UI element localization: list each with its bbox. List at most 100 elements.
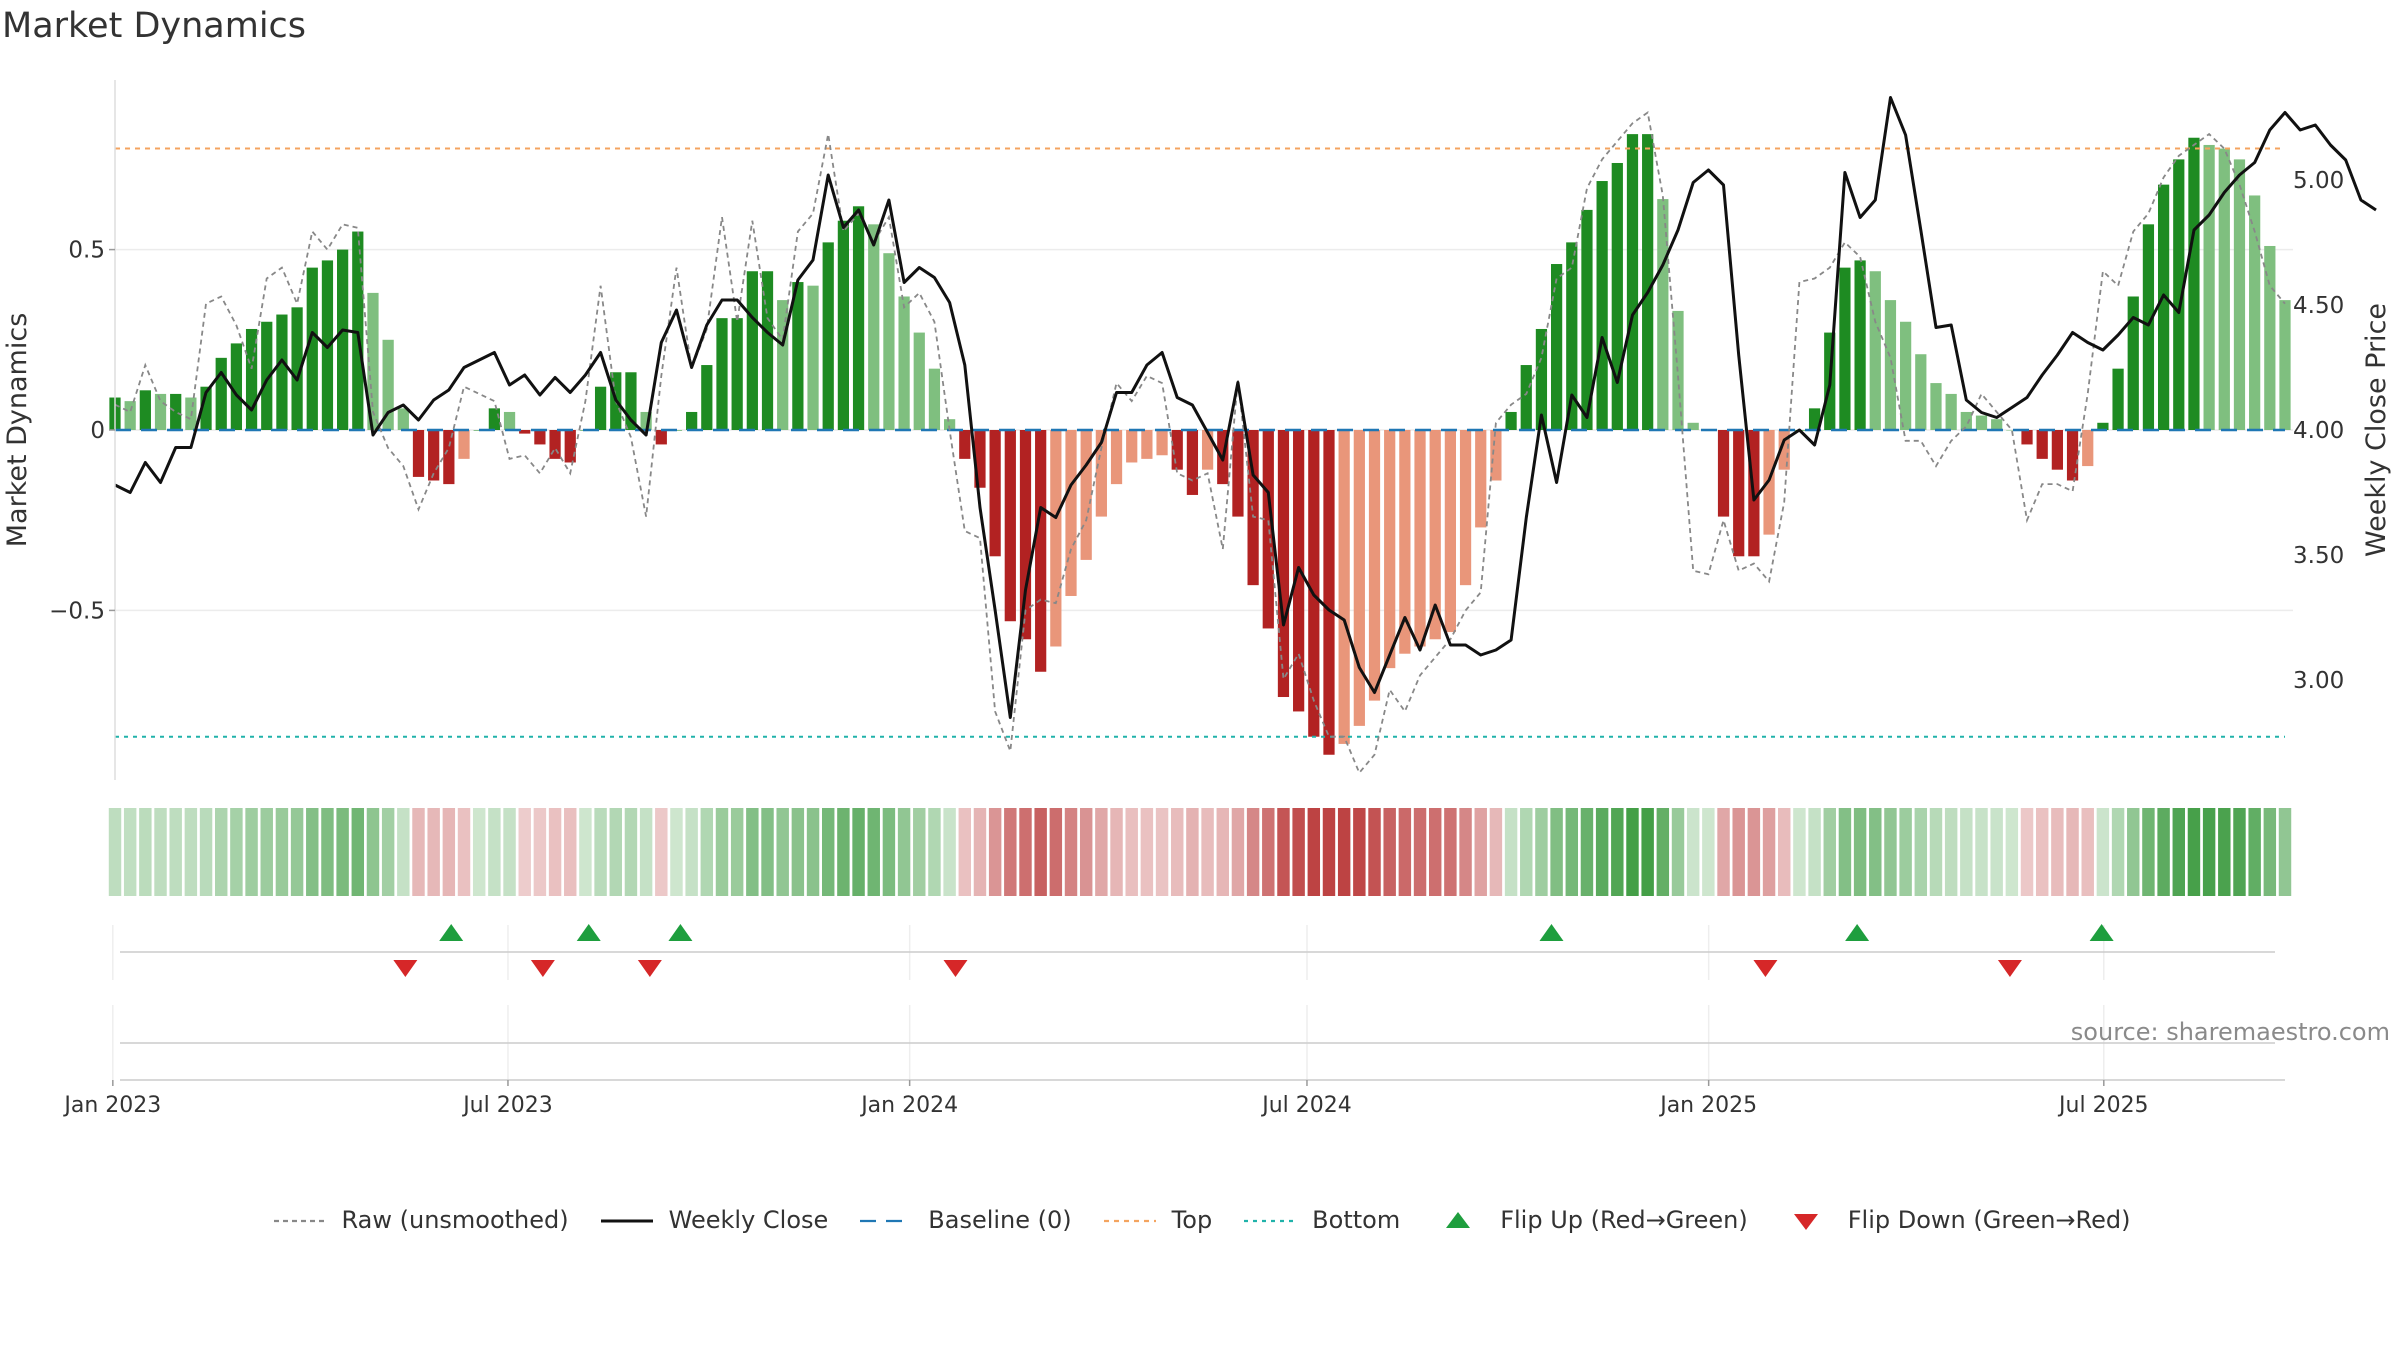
heat-cell xyxy=(1914,808,1928,896)
legend-swatch-close xyxy=(600,1219,653,1223)
md-bar xyxy=(944,419,956,430)
md-bar xyxy=(1247,430,1259,586)
legend-item-baseline: Baseline (0) xyxy=(856,1206,1072,1234)
md-bar xyxy=(2006,430,2018,431)
heat-cell xyxy=(579,808,592,896)
heat-cell xyxy=(1580,808,1594,896)
heat-cell xyxy=(2157,808,2170,896)
x-tick-label: Jul 2025 xyxy=(2057,1093,2149,1118)
heat-cell xyxy=(1778,808,1791,896)
md-bar xyxy=(1778,430,1790,470)
heat-cell xyxy=(1595,808,1609,896)
heat-cell xyxy=(1262,808,1275,896)
md-bar xyxy=(1444,430,1456,633)
heat-cell xyxy=(1049,808,1063,896)
md-bar xyxy=(2036,430,2048,459)
heat-cell xyxy=(366,808,380,896)
md-bar xyxy=(352,231,364,430)
heat-cell xyxy=(1550,808,1563,896)
y2-tick-label: 4.00 xyxy=(2293,418,2344,444)
md-bar xyxy=(883,253,895,430)
legend-label: Raw (unsmoothed) xyxy=(341,1206,569,1234)
md-bar xyxy=(792,282,804,430)
y2-axis-label: Weekly Close Price xyxy=(2361,303,2392,557)
md-bar xyxy=(2157,184,2170,430)
heat-cell xyxy=(1337,808,1351,896)
heat-cell xyxy=(1034,808,1047,896)
md-bar xyxy=(154,393,167,430)
heat-cell xyxy=(700,808,714,896)
md-bar xyxy=(245,328,258,430)
heat-cell xyxy=(1944,808,1958,896)
md-bar xyxy=(1232,430,1244,517)
md-bar xyxy=(458,430,470,459)
heat-cell xyxy=(1474,808,1487,896)
heat-cell xyxy=(2278,808,2292,896)
md-bar xyxy=(1839,267,1851,430)
md-bar xyxy=(382,339,394,430)
md-bar xyxy=(1581,209,1593,430)
heat-cell xyxy=(548,808,562,896)
heat-cell xyxy=(2263,808,2277,896)
legend-item-bottom: Bottom xyxy=(1240,1206,1400,1234)
md-bar xyxy=(1186,430,1199,495)
md-bar xyxy=(2218,148,2230,430)
heat-cell xyxy=(1489,808,1503,896)
md-bar xyxy=(139,390,151,430)
legend-swatch-raw xyxy=(273,1219,326,1223)
md-bar xyxy=(2188,137,2200,430)
heat-cell xyxy=(2127,808,2140,896)
md-bar xyxy=(746,271,758,430)
heat-cell xyxy=(245,808,258,896)
heat-cell xyxy=(1444,808,1457,896)
md-bar xyxy=(1035,430,1047,672)
heat-cell xyxy=(1535,808,1548,896)
heat-cell xyxy=(1155,808,1169,896)
md-bar xyxy=(731,318,743,430)
md-bar xyxy=(1596,181,1608,430)
md-bar xyxy=(868,224,880,430)
heat-cell xyxy=(1869,808,1882,896)
md-bar xyxy=(822,242,834,430)
heat-cell xyxy=(867,808,880,896)
md-bar xyxy=(1201,430,1214,470)
heat-cell xyxy=(1960,808,1973,896)
flip-up-marker xyxy=(2089,924,2114,941)
md-bar xyxy=(1869,271,1881,430)
heat-cell xyxy=(928,808,941,896)
heat-cell xyxy=(1565,808,1579,896)
heat-cell xyxy=(169,808,182,896)
y2-tick-label: 3.50 xyxy=(2293,543,2344,569)
y-tick-label: 0.5 xyxy=(68,238,105,264)
axes-layer: 0.5 0 −0.5 3.00 3.50 4.00 4.50 5.00 Market Dynam… xyxy=(2,80,2392,1118)
heat-cell xyxy=(958,808,972,896)
heat-cell xyxy=(1793,808,1806,896)
md-bar xyxy=(625,372,637,430)
grid-layer xyxy=(112,248,2293,1080)
heat-cell xyxy=(988,808,1002,896)
heat-cell xyxy=(882,808,896,896)
heat-cell xyxy=(746,808,759,896)
heat-cell xyxy=(639,808,653,896)
heat-cell xyxy=(2187,808,2201,896)
md-bar xyxy=(1171,430,1183,470)
heat-cell xyxy=(290,808,304,896)
md-bar xyxy=(519,430,531,434)
md-bar xyxy=(1399,430,1411,654)
heat-cell xyxy=(2172,808,2185,896)
heat-cell xyxy=(275,808,289,896)
heat-cell xyxy=(1459,808,1472,896)
heat-cell xyxy=(518,808,531,896)
heat-cell xyxy=(791,808,805,896)
md-bar xyxy=(2127,296,2139,430)
md-bar xyxy=(367,292,379,430)
md-bar xyxy=(200,386,212,430)
legend-swatch-flip_up xyxy=(1446,1212,1471,1228)
flip-up-marker xyxy=(1845,924,1870,941)
md-bar xyxy=(913,332,925,430)
md-bar xyxy=(1915,354,1927,430)
md-bar xyxy=(1884,300,1897,430)
heat-cell xyxy=(442,808,456,896)
heat-cell xyxy=(1413,808,1427,896)
md-bar xyxy=(1156,430,1168,456)
